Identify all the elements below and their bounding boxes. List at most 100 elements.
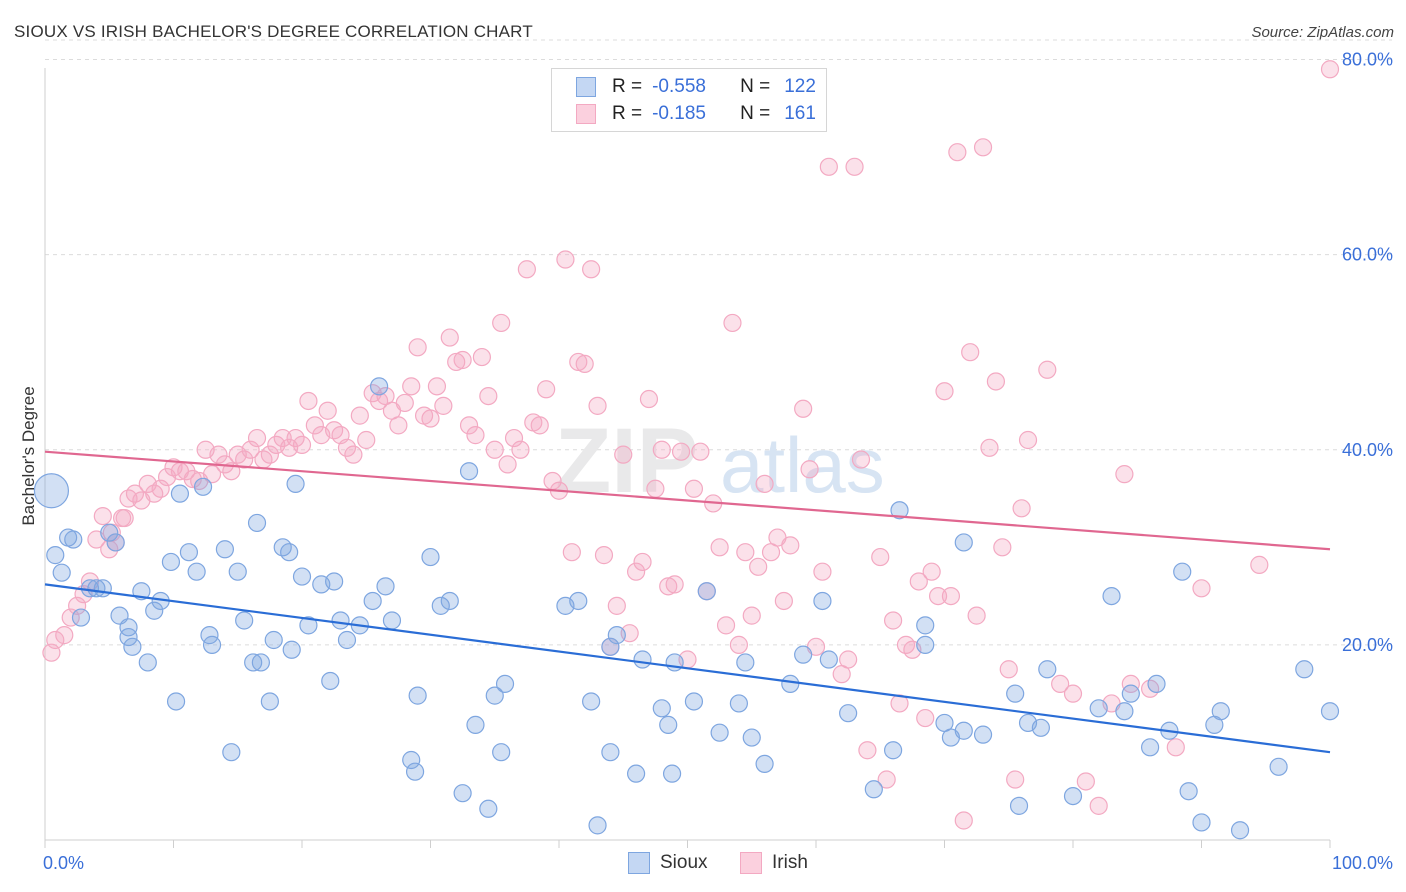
sioux-point xyxy=(729,694,749,713)
sioux-point xyxy=(222,743,241,762)
irish-point xyxy=(710,538,729,557)
sioux-point xyxy=(106,533,125,552)
sioux-trend-line xyxy=(44,583,1331,754)
sioux-point xyxy=(1115,702,1134,721)
sioux-point xyxy=(1063,786,1083,806)
irish-point xyxy=(202,465,222,484)
irish-point xyxy=(389,416,408,435)
irish-legend-swatch xyxy=(740,852,762,874)
irish-point xyxy=(305,416,324,435)
x-tick-label-min: 0.0% xyxy=(43,853,84,873)
sioux-point xyxy=(179,543,199,562)
irish-point xyxy=(1089,796,1108,815)
sioux-point xyxy=(123,637,142,656)
irish-point xyxy=(652,440,671,459)
sioux-point xyxy=(839,704,858,723)
irish-point xyxy=(562,543,581,562)
irish-point xyxy=(350,406,369,425)
sioux-point xyxy=(736,653,755,672)
irish-point xyxy=(954,811,973,830)
irish-point xyxy=(1320,60,1340,79)
sioux-point xyxy=(601,743,620,762)
irish-point xyxy=(115,508,134,528)
irish-point xyxy=(466,426,485,445)
legend-n-label: N = xyxy=(740,103,771,124)
sioux-swatch xyxy=(576,77,596,97)
sioux-point xyxy=(370,377,389,396)
sioux-points xyxy=(33,377,1340,840)
irish-point xyxy=(556,250,575,269)
irish-point xyxy=(659,577,678,596)
sioux-point xyxy=(697,582,716,601)
legend-r-label: R = xyxy=(612,76,643,97)
irish-point xyxy=(716,616,736,635)
irish-point xyxy=(948,143,967,162)
legend-row-sioux: R = -0.558 N = 122 xyxy=(576,74,816,100)
irish-point xyxy=(434,396,453,415)
irish-point xyxy=(935,382,954,401)
sioux-point xyxy=(601,637,620,656)
irish-point xyxy=(986,372,1006,391)
sioux-point xyxy=(202,635,222,654)
irish-point xyxy=(247,428,267,448)
irish-legend-label: Irish xyxy=(772,852,808,873)
sioux-point xyxy=(299,616,318,635)
sioux-point xyxy=(286,474,305,494)
irish-point xyxy=(459,416,479,435)
sioux-point xyxy=(282,640,301,659)
sioux-point xyxy=(973,725,993,744)
legend-n-label: N = xyxy=(740,76,771,97)
sioux-point xyxy=(170,484,190,503)
irish-point xyxy=(967,606,986,625)
irish-point xyxy=(941,586,961,606)
sioux-point xyxy=(781,674,800,694)
trend-lines xyxy=(44,450,1331,754)
irish-point xyxy=(299,391,318,411)
irish-point xyxy=(292,435,312,454)
irish-point xyxy=(125,484,145,503)
sioux-point xyxy=(569,591,588,611)
bottom-legend-sioux[interactable]: Sioux xyxy=(628,852,708,874)
irish-point xyxy=(671,442,691,461)
sioux-point xyxy=(1031,718,1050,737)
bottom-legend-irish[interactable]: Irish xyxy=(740,852,808,874)
irish-point xyxy=(421,409,440,428)
irish-point xyxy=(440,328,459,347)
sioux-point xyxy=(405,762,425,781)
irish-point xyxy=(626,562,646,581)
irish-point xyxy=(749,557,768,576)
irish-points xyxy=(42,60,1340,830)
sioux-point xyxy=(1230,821,1250,840)
sioux-point xyxy=(337,630,357,650)
irish-point xyxy=(999,660,1018,679)
legend-n-value: 161 xyxy=(784,103,816,124)
sioux-point xyxy=(376,577,395,596)
sioux-point xyxy=(479,799,498,818)
sioux-point xyxy=(235,611,254,630)
irish-point xyxy=(1018,430,1038,450)
sioux-point xyxy=(71,608,91,627)
sioux-point xyxy=(382,611,402,630)
irish-point xyxy=(395,393,414,413)
irish-point xyxy=(575,354,594,374)
sioux-point xyxy=(138,653,157,672)
irish-point xyxy=(845,157,864,176)
sioux-point xyxy=(742,728,761,747)
sioux-point xyxy=(492,743,511,762)
sioux-point xyxy=(813,591,832,611)
irish-trend-line xyxy=(44,450,1331,551)
x-tick-label-max: 100.0% xyxy=(1332,853,1393,873)
sioux-point xyxy=(119,618,138,637)
irish-point xyxy=(357,430,376,450)
y-tick-label: 80.0% xyxy=(1342,50,1393,70)
irish-point xyxy=(1063,684,1083,703)
sioux-point xyxy=(247,513,267,533)
sioux-point xyxy=(1038,660,1057,679)
irish-point xyxy=(813,562,832,581)
irish-point xyxy=(614,445,633,464)
sioux-point xyxy=(33,473,70,509)
sioux-point xyxy=(1121,684,1140,703)
irish-point xyxy=(755,474,774,494)
irish-point xyxy=(1012,499,1031,518)
